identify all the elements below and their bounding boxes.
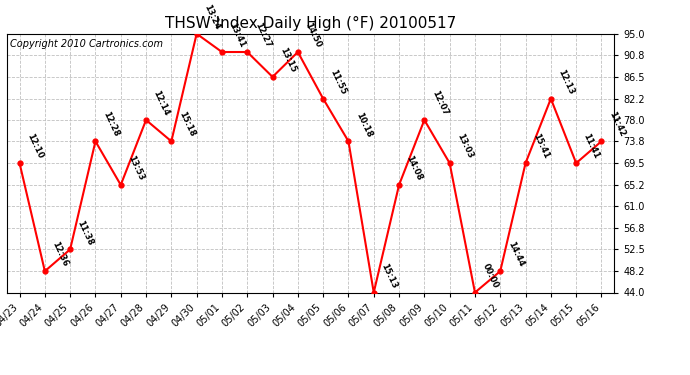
Text: Copyright 2010 Cartronics.com: Copyright 2010 Cartronics.com	[10, 39, 163, 49]
Text: 12:10: 12:10	[25, 132, 45, 160]
Text: 14:44: 14:44	[506, 240, 525, 268]
Text: 15:41: 15:41	[531, 132, 551, 160]
Text: 15:18: 15:18	[177, 111, 197, 138]
Text: 00:00: 00:00	[480, 262, 500, 290]
Text: 10:18: 10:18	[354, 111, 373, 138]
Text: 12:14: 12:14	[152, 89, 171, 117]
Text: 12:13: 12:13	[556, 68, 576, 96]
Text: 11:41: 11:41	[582, 132, 601, 160]
Text: 13:24: 13:24	[202, 3, 221, 31]
Text: 12:27: 12:27	[253, 21, 273, 49]
Title: THSW Index Daily High (°F) 20100517: THSW Index Daily High (°F) 20100517	[165, 16, 456, 31]
Text: 12:28: 12:28	[101, 111, 121, 138]
Text: 13:53: 13:53	[126, 154, 146, 182]
Text: 11:42: 11:42	[607, 110, 627, 138]
Text: 11:55: 11:55	[328, 68, 348, 96]
Text: 13:15: 13:15	[278, 46, 297, 74]
Text: 14:50: 14:50	[304, 21, 323, 49]
Text: 12:36: 12:36	[50, 240, 70, 268]
Text: 11:38: 11:38	[76, 219, 95, 247]
Text: 15:13: 15:13	[380, 262, 399, 290]
Text: 14:08: 14:08	[404, 154, 424, 182]
Text: 13:03: 13:03	[455, 132, 475, 160]
Text: 12:07: 12:07	[430, 89, 449, 117]
Text: 13:41: 13:41	[228, 21, 247, 49]
